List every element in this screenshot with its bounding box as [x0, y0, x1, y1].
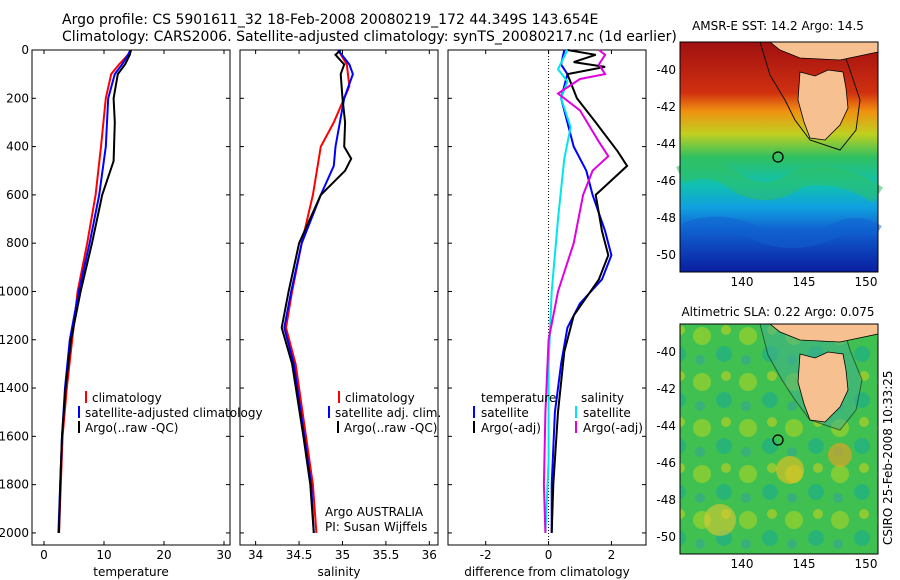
salinity-xlabel: salinity [317, 565, 360, 579]
difference-xlabel: difference from climatology [464, 565, 630, 579]
x-tick-label: 34.5 [286, 548, 313, 562]
sst-argo-position-marker [772, 151, 784, 163]
y-tick-label: 1200 [0, 333, 29, 347]
x-tick-label: -2 [480, 548, 492, 562]
x-tick-label: 30 [216, 548, 231, 562]
map-y-tick-label: -46 [656, 456, 676, 470]
y-tick-label: 600 [6, 188, 29, 202]
profile-title: Argo profile: CS 5901611_32 18-Feb-2008 … [62, 12, 599, 28]
sla-map-frame [679, 323, 879, 555]
map-y-tick-label: -50 [656, 530, 676, 544]
sst-map-title: AMSR-E SST: 14.2 Argo: 14.5 [692, 19, 864, 33]
salinity-legend: climatology satellite adj. clim. Argo(..… [325, 391, 441, 534]
x-tick-label: 35.5 [373, 548, 400, 562]
series-line-salinity-satellite-adj-clim- [283, 49, 354, 533]
x-tick-label: 2 [608, 548, 616, 562]
x-tick-label: 34 [248, 548, 263, 562]
map-y-tick-label: -46 [656, 174, 676, 188]
x-tick-label: 0 [40, 548, 48, 562]
y-tick-label: 800 [6, 236, 29, 250]
legend-label-satellite: satellite-adjusted climatology [85, 406, 263, 420]
map-y-tick-label: -44 [656, 419, 676, 433]
sla-tasmania-landmass [797, 351, 849, 423]
y-tick-label: 200 [6, 91, 29, 105]
difference-legend: temperature salinity satellite Argo(-adj… [473, 391, 643, 435]
map-x-tick-label: 140 [731, 557, 754, 571]
map-y-tick-label: -40 [656, 63, 676, 77]
map-y-tick-label: -48 [656, 493, 676, 507]
map-y-tick-label: -50 [656, 248, 676, 262]
x-tick-label: 35 [335, 548, 350, 562]
legend-header-temperature: temperature [481, 391, 556, 405]
legend-label-argo: Argo(..raw -QC) [344, 421, 437, 435]
legend-label-climatology: climatology [345, 391, 415, 405]
sst-map: AMSR-E SST: 14.2 Argo: 14.5 [675, 19, 883, 273]
sst-map-frame [679, 41, 879, 273]
map-y-tick-label: -44 [656, 137, 676, 151]
map-x-tick-label: 140 [731, 275, 754, 289]
legend-label-sal-satellite: satellite [583, 406, 631, 420]
map-x-tick-label: 150 [855, 275, 878, 289]
legend-label-climatology: climatology [92, 391, 162, 405]
series-line-difference-salinity-satellite [544, 49, 572, 533]
y-tick-label: 1600 [0, 429, 29, 443]
legend-label-temp-argo: Argo(-adj) [481, 421, 541, 435]
sla-map: Altimetric SLA: 0.22 Argo: 0.075 [679, 305, 879, 555]
map-y-tick-label: -42 [656, 100, 676, 114]
sla-anomaly-high [828, 443, 852, 467]
map-x-tick-label: 150 [855, 557, 878, 571]
sla-map-title: Altimetric SLA: 0.22 Argo: 0.075 [681, 305, 874, 319]
map-y-tick-label: -40 [656, 345, 676, 359]
legend-label-sal-argo: Argo(-adj) [583, 421, 643, 435]
sla-anomaly-high [704, 504, 736, 536]
legend-header-salinity: salinity [581, 391, 624, 405]
map-y-tick-label: -42 [656, 382, 676, 396]
sla-argo-position-marker [772, 434, 784, 446]
map-x-tick-label: 145 [793, 557, 816, 571]
sst-depth-contour [759, 41, 861, 151]
sst-front [675, 160, 883, 203]
y-tick-label: 0 [21, 43, 29, 57]
series-line-difference-temperature-satellite [550, 49, 613, 533]
y-tick-label: 1000 [0, 284, 29, 298]
legend-label-argo: Argo(..raw -QC) [85, 421, 178, 435]
legend-label-satellite: satellite adj. clim. [335, 406, 441, 420]
sla-anomaly-high [776, 456, 804, 484]
temperature-xlabel: temperature [93, 565, 168, 579]
x-tick-label: 10 [96, 548, 111, 562]
sst-tasmania-landmass [797, 69, 849, 141]
difference-panel-frame [447, 49, 647, 546]
y-tick-label: 1400 [0, 381, 29, 395]
y-tick-label: 400 [6, 140, 29, 154]
timestamp-signature: CSIRO 25-Feb-2008 10:33:25 [881, 370, 895, 545]
climatology-title: Climatology: CARS2006. Satellite-adjuste… [62, 29, 677, 45]
pi-label: PI: Susan Wijffels [325, 520, 427, 534]
series-line-difference-salinity-argo-adj- [542, 49, 610, 533]
legend-label-temp-satellite: satellite [481, 406, 529, 420]
x-tick-label: 20 [156, 548, 171, 562]
y-tick-label: 2000 [0, 526, 29, 540]
y-tick-label: 1800 [0, 478, 29, 492]
series-line-temperature-argo-raw-qc- [58, 49, 132, 533]
temperature-legend: climatology satellite-adjusted climatolo… [78, 391, 263, 435]
x-tick-label: 36 [422, 548, 437, 562]
series-line-salinity-argo-raw-qc- [280, 49, 353, 533]
map-y-tick-label: -48 [656, 211, 676, 225]
temperature-panel-frame [31, 49, 231, 546]
float-agency-label: Argo AUSTRALIA [325, 505, 424, 519]
sst-cold-band [682, 216, 882, 249]
map-x-tick-label: 145 [793, 275, 816, 289]
x-tick-label: 0 [545, 548, 553, 562]
